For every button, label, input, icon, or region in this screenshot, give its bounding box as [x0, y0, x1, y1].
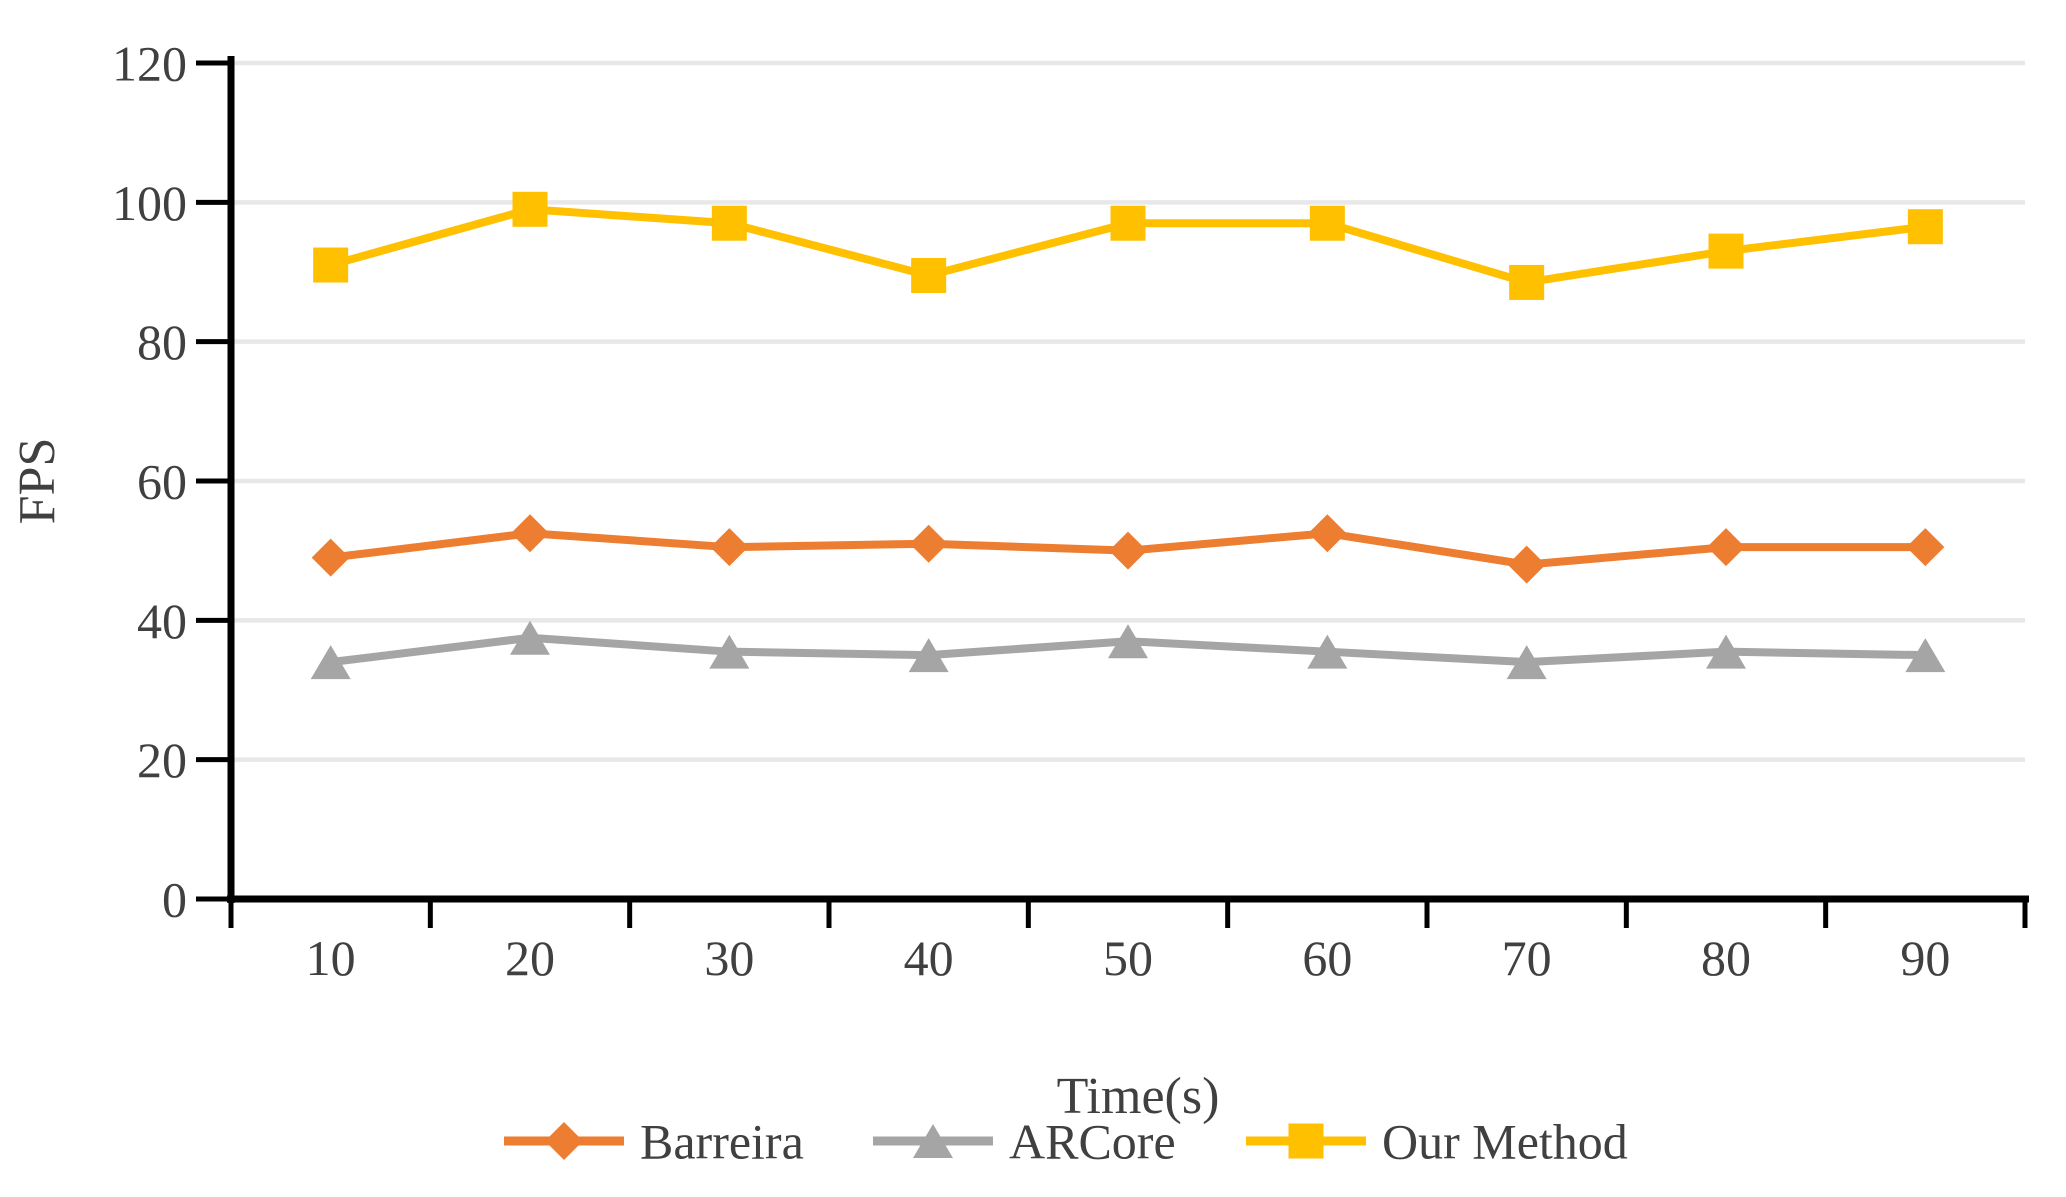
x-axis-title: Time(s) [1057, 1068, 1220, 1125]
marker-our-method [1907, 209, 1943, 245]
x-tick-label: 40 [904, 930, 954, 986]
x-tick-label: 60 [1302, 930, 1352, 986]
y-tick-label: 100 [112, 175, 187, 231]
marker-arcore [1307, 634, 1348, 669]
x-tick-label: 10 [306, 930, 356, 986]
marker-arcore [310, 645, 351, 680]
marker-barreira [710, 528, 749, 567]
marker-our-method [711, 205, 747, 241]
legend-marker-arcore [913, 1124, 953, 1158]
marker-barreira [1906, 528, 1945, 567]
legend-label-arcore: ARCore [1009, 1114, 1176, 1170]
marker-barreira [909, 524, 948, 563]
marker-our-method [1708, 233, 1744, 269]
x-tick-label: 30 [704, 930, 754, 986]
marker-our-method [911, 257, 947, 293]
y-tick-label: 40 [137, 593, 187, 649]
legend-marker-barreira [545, 1122, 583, 1160]
y-tick-label: 80 [137, 314, 187, 370]
y-tick-label: 0 [162, 872, 187, 928]
marker-our-method [313, 247, 349, 283]
x-tick-label: 70 [1502, 930, 1552, 986]
marker-barreira [1109, 531, 1147, 570]
y-axis-title: FPS [9, 438, 66, 525]
marker-barreira [511, 514, 549, 553]
marker-barreira [1308, 514, 1347, 553]
x-tick-label: 20 [505, 930, 555, 986]
y-tick-label: 120 [112, 36, 187, 92]
marker-our-method [1509, 264, 1545, 300]
legend-marker-our-method [1288, 1123, 1324, 1159]
legend-label-our-method: Our Method [1382, 1114, 1628, 1170]
x-tick-label: 80 [1701, 930, 1751, 986]
marker-arcore [1506, 645, 1547, 680]
marker-our-method [1309, 205, 1345, 241]
legend: Barreira ARCore Our Method [504, 1114, 1628, 1170]
marker-our-method [512, 191, 548, 227]
legend-label-barreira: Barreira [640, 1114, 804, 1170]
x-tick-label: 50 [1103, 930, 1153, 986]
marker-arcore [510, 620, 550, 655]
marker-barreira [1707, 528, 1745, 567]
marker-barreira [311, 538, 350, 577]
marker-arcore [709, 634, 750, 669]
y-tick-label: 60 [137, 454, 187, 510]
y-tick-label: 20 [137, 732, 187, 788]
marker-arcore [1108, 624, 1148, 659]
marker-arcore [908, 638, 949, 673]
x-tick-label: 90 [1900, 930, 1950, 986]
marker-our-method [1110, 205, 1146, 241]
marker-arcore [1905, 638, 1946, 673]
marker-barreira [1507, 545, 1546, 584]
marker-arcore [1706, 634, 1746, 669]
